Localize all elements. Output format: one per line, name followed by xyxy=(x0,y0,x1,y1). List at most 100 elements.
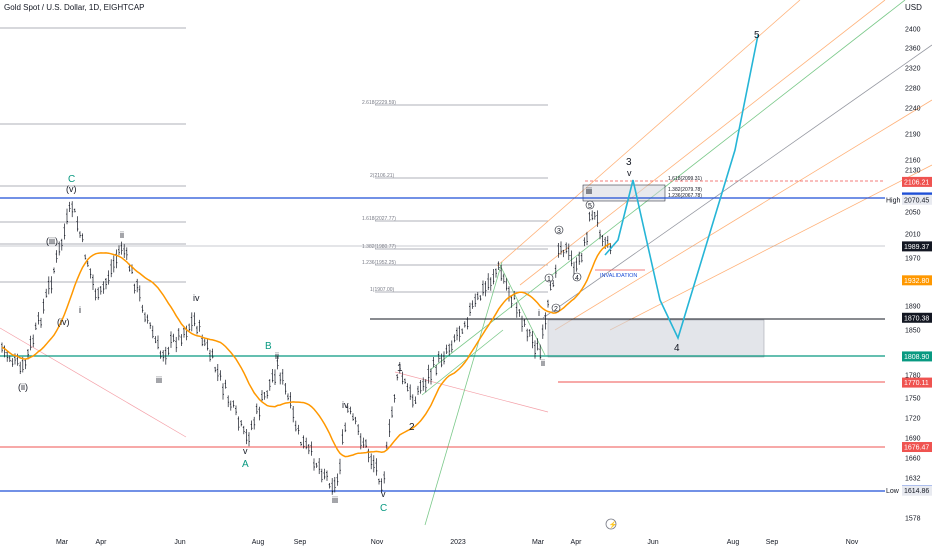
ref-line-red xyxy=(0,327,187,438)
price-tick-label: 2130 xyxy=(905,168,921,175)
invalidation-label: INVALIDATION xyxy=(600,273,637,279)
wave-label: C xyxy=(68,174,75,185)
price-tick-label: 2240 xyxy=(905,106,921,113)
wave-label: iii xyxy=(586,186,592,196)
wave-label: 3 xyxy=(626,157,632,168)
price-tag-label: 1932.80 xyxy=(904,278,929,285)
wave-label: iii xyxy=(332,495,338,505)
price-tick-label: 1690 xyxy=(905,436,921,443)
price-tick-label: 2360 xyxy=(905,46,921,53)
price-tick-label: 2050 xyxy=(905,210,921,217)
price-tick-label: 2320 xyxy=(905,66,921,73)
time-tick-label: Apr xyxy=(96,539,108,546)
fib-label: 2(2106.21) xyxy=(370,173,395,179)
time-tick-label: Aug xyxy=(252,539,265,546)
price-tag-label: 2070.45 xyxy=(904,197,929,204)
wave-label: (iv) xyxy=(57,317,70,327)
time-tick-label: Nov xyxy=(846,539,859,546)
price-tick-label: 1660 xyxy=(905,456,921,463)
price-tag xyxy=(902,241,932,252)
time-tick-label: Sep xyxy=(766,539,779,546)
time-tick-label: Apr xyxy=(571,539,583,546)
time-tick-label: Nov xyxy=(371,539,384,546)
fib-label: 1.618(2027.77) xyxy=(362,216,396,222)
wave-label: i xyxy=(79,305,81,315)
price-tag xyxy=(902,312,932,323)
price-tag xyxy=(902,194,932,205)
price-tag xyxy=(902,275,932,286)
price-tick-label: 1720 xyxy=(905,416,921,423)
wave-label: 4 xyxy=(674,343,680,354)
projection-path xyxy=(604,34,759,341)
wave-label: ii xyxy=(275,351,279,361)
time-tick-label: Sep xyxy=(294,539,307,546)
wave-label: iii xyxy=(586,186,592,196)
price-tag-note: High xyxy=(886,197,901,204)
ref-line-red xyxy=(394,371,549,413)
wave-label: (ii) xyxy=(18,382,28,392)
price-tick-label: 1632 xyxy=(905,476,921,483)
candles xyxy=(1,201,612,495)
fib-label: 1.236(2067.78) xyxy=(668,193,702,199)
price-tick-label: 2280 xyxy=(905,86,921,93)
wave-label: 5 xyxy=(754,30,760,41)
wave-label: v xyxy=(381,489,386,499)
wave-label: C xyxy=(380,503,387,514)
wave-label: 2 xyxy=(554,306,558,313)
fib-label: 1(1907.00) xyxy=(370,287,395,293)
pitchfork-channels xyxy=(421,0,932,526)
time-axis: Mar Apr Jun Aug Sep Nov 2023 Mar Apr Jun Aug Sep Nov xyxy=(56,539,859,546)
target-zone xyxy=(547,319,765,358)
wave-label: (v) xyxy=(66,184,77,194)
price-tag-label: 2106.21 xyxy=(904,179,929,186)
price-tick-label: 1890 xyxy=(905,304,921,311)
wave-label: iv xyxy=(342,400,349,410)
wave-label: 2 xyxy=(409,422,415,433)
wave-label: B xyxy=(265,341,272,352)
price-tick-label: 1850 xyxy=(905,328,921,335)
lightning-icon xyxy=(605,518,617,530)
wave-label: ii xyxy=(120,230,124,240)
circled-waves: 1 2 3 4 5 xyxy=(544,200,595,313)
wave-label: v xyxy=(627,168,632,178)
price-tag xyxy=(902,377,932,388)
price-tag-label: 1989.37 xyxy=(904,244,929,251)
price-tag xyxy=(902,485,932,496)
price-tick-label: 2160 xyxy=(905,158,921,165)
price-tag xyxy=(902,351,932,362)
time-tick-label: Mar xyxy=(56,539,69,546)
wave-label: ii xyxy=(541,358,545,368)
fib-label: 2.618(2229.59) xyxy=(362,100,396,106)
fib-box xyxy=(582,184,666,202)
wave-label: 1 xyxy=(547,276,551,283)
time-tick-label: Jun xyxy=(647,539,658,546)
fib-label: 1.236(1952.25) xyxy=(362,260,396,266)
wave-label: 1 xyxy=(397,363,403,374)
price-tag-note: Low xyxy=(886,488,900,495)
price-tags: 2106.212075.14High2070.451989.371932.801… xyxy=(886,176,932,496)
time-tick-label: Jun xyxy=(174,539,185,546)
fib-label: 1.618(2099.31) xyxy=(668,176,702,182)
wave-label: i xyxy=(538,308,540,318)
price-tick-label: 1970 xyxy=(905,256,921,263)
price-tag-label: 1676.47 xyxy=(904,445,929,452)
wave-label: (iii) xyxy=(46,236,58,246)
price-tag-label: 1870.38 xyxy=(904,315,929,322)
price-tag xyxy=(902,176,932,187)
price-tag-label: 1770.11 xyxy=(904,380,929,387)
wave-label: 4 xyxy=(575,275,579,282)
price-tick-label: 1578 xyxy=(905,516,921,523)
wave-label: 3 xyxy=(557,228,561,235)
currency-label: USD xyxy=(905,3,922,12)
wave-label: 5 xyxy=(588,203,592,210)
wave-label: iv xyxy=(193,293,200,303)
price-tag xyxy=(902,442,932,453)
price-tag-label: 1614.86 xyxy=(904,488,929,495)
time-tick-label: Mar xyxy=(532,539,545,546)
price-tick-label: 2190 xyxy=(905,132,921,139)
price-tag-label: 1808.90 xyxy=(904,354,929,361)
time-tick-label: Aug xyxy=(727,539,740,546)
price-tick-label: 2400 xyxy=(905,27,921,34)
price-tick-label: 1750 xyxy=(905,396,921,403)
